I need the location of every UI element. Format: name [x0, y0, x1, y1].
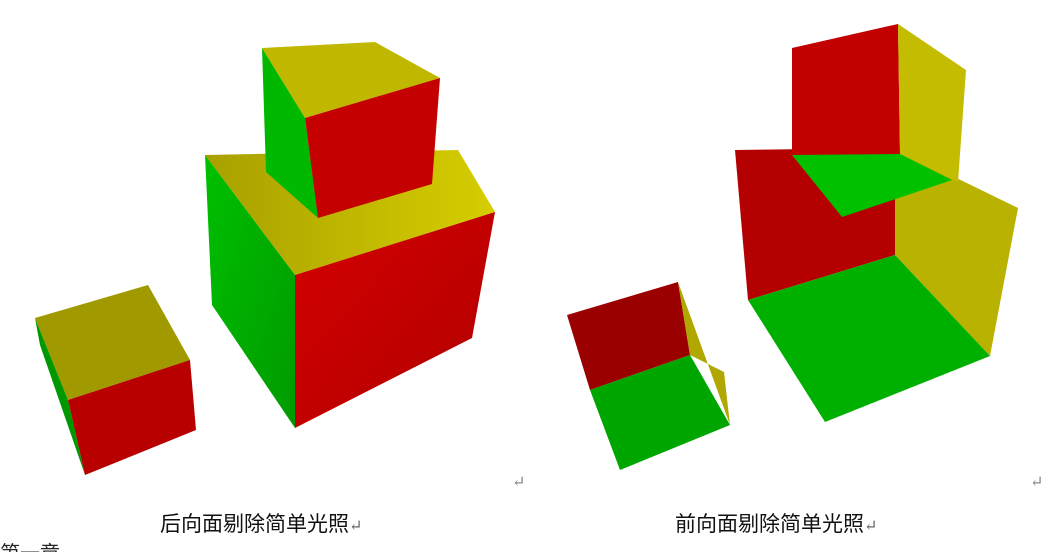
top-cube — [262, 42, 440, 218]
large-cube-front-face — [295, 212, 495, 428]
large-cube-left-face — [205, 155, 295, 428]
paragraph-mark: ↵ — [512, 472, 526, 491]
caption-text: 后向面剔除简单光照 — [160, 512, 349, 536]
small-cube-floor-face — [590, 355, 730, 470]
top-cube-front-face — [305, 78, 440, 218]
small-cube-front-face — [68, 360, 196, 475]
figure-backface-culling: ↵ — [0, 0, 525, 500]
footer-text-fragment: 第一章 — [0, 537, 150, 552]
figure-frontface-culling: ↵ — [520, 0, 1045, 500]
small-cube — [35, 285, 196, 475]
caption-paragraph-mark: ↵ — [349, 516, 363, 535]
large-cube-floor-face — [748, 255, 990, 422]
backface-culling-render — [35, 42, 495, 475]
large-cube-right-face — [895, 148, 1018, 356]
caption-text: 前向面剔除简单光照 — [675, 512, 864, 536]
caption-paragraph-mark: ↵ — [864, 516, 878, 535]
caption-frontface-culling: 前向面剔除简单光照↵ — [675, 508, 877, 538]
top-cube-right-face — [898, 24, 966, 182]
paragraph-mark: ↵ — [1030, 472, 1044, 491]
frontface-culling-render — [567, 24, 1018, 470]
small-cube-left-face — [35, 318, 85, 475]
top-cube-inner — [792, 24, 966, 217]
caption-backface-culling: 后向面剔除简单光照↵ — [160, 508, 362, 538]
top-cube-top-face — [262, 42, 440, 118]
small-cube-right-face — [678, 282, 730, 425]
top-cube-floor-face — [792, 154, 952, 217]
small-cube-top-face — [35, 285, 190, 400]
small-cube-back-face — [567, 282, 690, 390]
top-cube-back-face — [792, 24, 900, 155]
top-cube-left-face — [262, 48, 318, 218]
small-cube-inner — [567, 282, 730, 470]
